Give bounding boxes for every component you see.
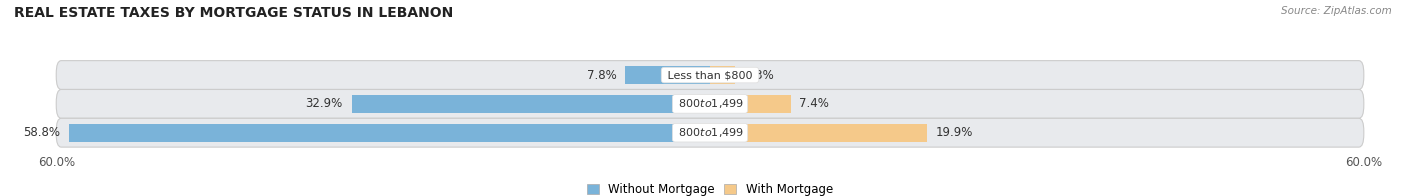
FancyBboxPatch shape [56,118,1364,147]
Legend: Without Mortgage, With Mortgage: Without Mortgage, With Mortgage [582,178,838,196]
Text: 2.3%: 2.3% [744,69,773,82]
Text: 19.9%: 19.9% [935,126,973,139]
Bar [710,95,790,113]
Bar [710,124,927,142]
Bar [69,124,710,142]
Text: REAL ESTATE TAXES BY MORTGAGE STATUS IN LEBANON: REAL ESTATE TAXES BY MORTGAGE STATUS IN … [14,6,453,20]
Bar [352,95,710,113]
Text: 7.4%: 7.4% [800,97,830,110]
FancyBboxPatch shape [56,89,1364,118]
Text: 58.8%: 58.8% [24,126,60,139]
Text: 7.8%: 7.8% [586,69,616,82]
Text: Less than $800: Less than $800 [664,70,756,80]
Text: Source: ZipAtlas.com: Source: ZipAtlas.com [1281,6,1392,16]
Bar [710,66,735,84]
Bar [626,66,710,84]
Text: $800 to $1,499: $800 to $1,499 [675,97,745,110]
Text: $800 to $1,499: $800 to $1,499 [675,126,745,139]
FancyBboxPatch shape [56,61,1364,89]
Text: 32.9%: 32.9% [305,97,343,110]
